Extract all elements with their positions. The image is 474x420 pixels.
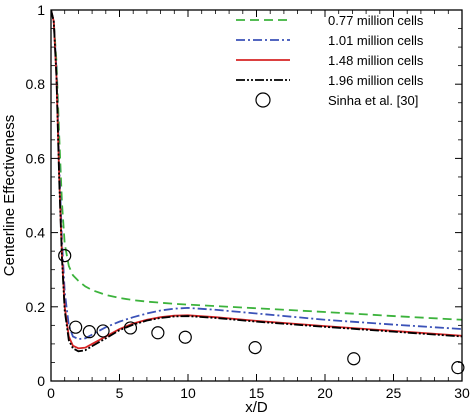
legend-item: 1.48 million cells [236, 53, 424, 68]
y-tick-label: 0.6 [26, 150, 46, 166]
series-line [51, 10, 462, 353]
y-tick-label: 0.8 [26, 76, 46, 92]
x-tick-label: 0 [47, 385, 55, 401]
legend: 0.77 million cells 1.01 million cells 1.48… [236, 13, 424, 108]
legend-label: 0.77 million cells [328, 13, 424, 28]
plot-area [51, 10, 465, 375]
x-tick-label: 20 [317, 385, 333, 401]
legend-marker [255, 92, 271, 108]
y-tick-label: 0.2 [26, 299, 46, 315]
legend-item: 1.01 million cells [236, 33, 424, 48]
data-point [451, 361, 465, 375]
legend-label: 1.96 million cells [328, 73, 424, 88]
x-tick-label: 10 [180, 385, 196, 401]
data-point [58, 249, 72, 263]
x-tick-label: 5 [116, 385, 124, 401]
y-tick-label: 0.4 [26, 225, 46, 241]
data-point [248, 341, 262, 355]
y-axis-title: Centerline Effectiveness [1, 115, 18, 276]
legend-label: Sinha et al. [30] [328, 93, 418, 108]
legend-item: Sinha et al. [30] [255, 92, 418, 108]
data-point [178, 330, 192, 344]
x-tick-label: 25 [386, 385, 402, 401]
legend-item: 0.77 million cells [236, 13, 424, 28]
x-tick-label: 30 [454, 385, 470, 401]
legend-item: 1.96 million cells [236, 73, 424, 88]
data-point [96, 324, 110, 338]
data-point [151, 326, 165, 340]
legend-label: 1.01 million cells [328, 33, 424, 48]
y-tick-label: 1 [37, 2, 45, 18]
series-line [51, 10, 462, 321]
x-axis-title: x/D [245, 399, 268, 416]
data-point [69, 320, 83, 334]
axes: 0 5 10 15 20 25 30 0 0.2 0.4 0.6 0.8 1 [26, 2, 470, 401]
data-point [82, 325, 96, 339]
y-tick-label: 0 [37, 373, 45, 389]
data-point [347, 352, 361, 366]
legend-label: 1.48 million cells [328, 53, 424, 68]
x-tick-label: 15 [249, 385, 265, 401]
data-point [123, 321, 138, 335]
